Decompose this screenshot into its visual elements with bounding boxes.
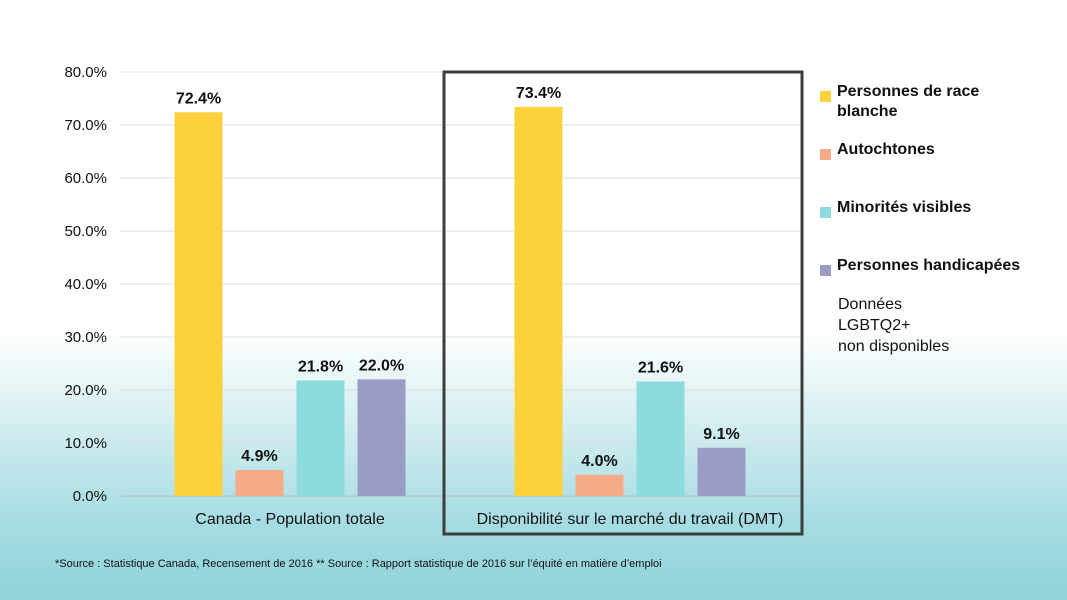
y-tick-label: 10.0% xyxy=(64,435,107,452)
y-tick-label: 60.0% xyxy=(64,170,107,187)
legend: Personnes de race blanche Autochtones Mi… xyxy=(820,82,1060,276)
legend-label: Autochtones xyxy=(837,141,935,158)
y-tick-label: 40.0% xyxy=(64,276,107,293)
legend-note-line: non disponibles xyxy=(838,338,950,355)
legend-item-race-blanche: Personnes de race blanche xyxy=(820,82,1060,122)
legend-item-autochtones: Autochtones xyxy=(820,140,1060,160)
bar xyxy=(357,379,406,496)
bar xyxy=(575,474,624,496)
y-tick-label: 80.0% xyxy=(64,64,107,81)
legend-label: Minorités visibles xyxy=(837,199,972,216)
legend-label: Personnes handicapées xyxy=(837,257,1021,274)
y-tick-label: 20.0% xyxy=(64,382,107,399)
category-label: Disponibilité sur le marché du travail (… xyxy=(477,511,784,528)
legend-note-line: Données xyxy=(838,296,903,313)
bars xyxy=(174,106,746,496)
legend-note-line: LGBTQ2+ xyxy=(838,317,911,334)
y-axis-ticks: 0.0% 10.0% 20.0% 30.0% 40.0% 50.0% 60.0% 70.0% 8… xyxy=(64,64,107,505)
legend-item-minorites-visibles: Minorités visibles xyxy=(820,198,1060,218)
legend-swatch-minorites-visibles xyxy=(820,207,831,218)
data-label: 9.1% xyxy=(703,426,739,443)
data-label: 22.0% xyxy=(359,357,404,374)
source-footnote: *Source : Statistique Canada, Recensemen… xyxy=(55,558,662,570)
y-tick-label: 50.0% xyxy=(64,223,107,240)
bar xyxy=(235,470,284,496)
legend-label-line2: blanche xyxy=(837,103,898,120)
bar xyxy=(514,106,563,496)
legend-label: Personnes de race xyxy=(837,83,980,100)
bar xyxy=(697,447,746,496)
data-label: 73.4% xyxy=(516,85,561,102)
data-label: 21.6% xyxy=(638,360,683,377)
y-tick-label: 0.0% xyxy=(73,488,107,505)
y-tick-label: 70.0% xyxy=(64,117,107,134)
bar xyxy=(174,112,223,496)
legend-swatch-autochtones xyxy=(820,149,831,160)
data-label: 4.0% xyxy=(581,453,617,470)
category-label: Canada - Population totale xyxy=(195,511,385,528)
bar xyxy=(636,381,685,496)
category-labels: Canada - Population totale Disponibilité … xyxy=(195,511,783,528)
data-labels: 72.4% 4.9% 21.8% 22.0% 73.4% 4.0% 21.6% 9.1% xyxy=(176,85,740,470)
bar xyxy=(296,380,345,496)
data-label: 21.8% xyxy=(298,358,343,375)
legend-item-personnes-handicapees: Personnes handicapées xyxy=(820,256,1060,276)
data-label: 4.9% xyxy=(241,448,277,465)
highlight-box xyxy=(442,70,804,536)
legend-note: Données LGBTQ2+ non disponibles xyxy=(838,294,1018,357)
data-label: 72.4% xyxy=(176,90,221,107)
legend-swatch-personnes-handicapees xyxy=(820,265,831,276)
y-tick-label: 30.0% xyxy=(64,329,107,346)
legend-swatch-race-blanche xyxy=(820,91,831,102)
